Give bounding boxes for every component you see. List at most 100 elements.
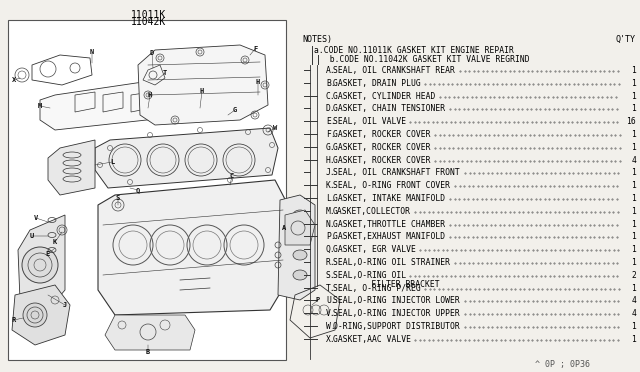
Text: 11011K: 11011K [131,10,166,20]
Text: M.: M. [326,207,336,216]
Text: N: N [90,49,94,55]
Text: SEAL, OIL CRANKSHAFT REAR: SEAL, OIL CRANKSHAFT REAR [333,66,455,75]
Text: 16: 16 [627,117,636,126]
Text: 1: 1 [631,335,636,344]
Text: B: B [146,349,150,355]
Text: 2: 2 [631,271,636,280]
Text: GASKET,THROTTLE CHAMBER: GASKET,THROTTLE CHAMBER [333,219,445,229]
Text: D: D [150,50,154,56]
Text: FILTER BRACKET: FILTER BRACKET [347,280,440,289]
Text: GASKET,COLLECTOR: GASKET,COLLECTOR [333,207,411,216]
Text: GASKET, DRAIN PLUG: GASKET, DRAIN PLUG [333,79,420,88]
Text: 1: 1 [631,105,636,113]
Text: W.: W. [326,322,336,331]
Text: 1: 1 [631,79,636,88]
Text: H: H [148,92,152,98]
Text: 1: 1 [631,169,636,177]
Text: H: H [200,88,204,94]
Ellipse shape [293,250,307,260]
Text: SEAL,O-RING INJECTOR UPPER: SEAL,O-RING INJECTOR UPPER [333,309,460,318]
Text: 1: 1 [631,207,636,216]
Text: 1: 1 [631,194,636,203]
Bar [8,20,286,360]
Text: 4: 4 [631,155,636,164]
Ellipse shape [293,270,307,280]
Text: M: M [38,103,42,109]
Text: 1: 1 [631,219,636,229]
Text: 1: 1 [631,245,636,254]
Circle shape [23,303,47,327]
Text: GASKET, ROCKER COVER: GASKET, ROCKER COVER [333,130,431,139]
Text: K.: K. [326,181,336,190]
Text: Q: Q [136,187,140,193]
Text: SEAL, OIL CRANKSHAFT FRONT: SEAL, OIL CRANKSHAFT FRONT [333,169,460,177]
Polygon shape [278,195,315,300]
Text: GASKET, INTAKE MANIFOLD: GASKET, INTAKE MANIFOLD [333,194,445,203]
Text: SEAL, O-RING P/REG: SEAL, O-RING P/REG [333,283,420,293]
Polygon shape [98,180,288,315]
Text: GASKET, CHAIN TENSIONER: GASKET, CHAIN TENSIONER [333,105,445,113]
Text: U: U [30,233,34,239]
Text: L: L [110,159,114,165]
Text: X: X [12,77,16,83]
Text: R.: R. [326,258,336,267]
Text: 4: 4 [631,309,636,318]
Text: GASKET, EGR VALVE: GASKET, EGR VALVE [333,245,416,254]
Polygon shape [40,78,195,130]
Text: 11042K: 11042K [131,17,166,27]
Text: P: P [316,297,320,303]
Text: V: V [34,215,38,221]
Text: T.: T. [326,283,336,293]
Text: GASKET,EXHAUST MANIFOLD: GASKET,EXHAUST MANIFOLD [333,232,445,241]
Text: W: W [273,125,277,131]
Text: O-RING,SUPPORT DISTRIBUTOR: O-RING,SUPPORT DISTRIBUTOR [333,322,460,331]
Polygon shape [138,45,268,125]
Text: R: R [12,317,16,323]
Text: H: H [256,79,260,85]
Text: ^ 0P ; 0P36: ^ 0P ; 0P36 [535,360,590,369]
Text: SEAL,O-RING OIL: SEAL,O-RING OIL [333,271,406,280]
Text: D.: D. [326,105,336,113]
Text: GASKET, CYLINDER HEAD: GASKET, CYLINDER HEAD [333,92,435,100]
Text: a.CODE NO.11011K GASKET KIT ENGINE REPAIR: a.CODE NO.11011K GASKET KIT ENGINE REPAI… [314,46,514,55]
Text: NOTES): NOTES) [302,35,332,44]
Text: J: J [63,302,67,308]
Text: H.: H. [326,155,336,164]
Text: F: F [253,46,257,52]
Text: A.: A. [326,66,336,75]
Text: S.: S. [326,271,336,280]
Text: 4: 4 [631,296,636,305]
Text: SEAL, O-RING FRONT COVER: SEAL, O-RING FRONT COVER [333,181,450,190]
Text: b.CODE NO.11042K GASKET KIT VALVE REGRIND: b.CODE NO.11042K GASKET KIT VALVE REGRIN… [320,55,530,64]
Text: C.: C. [326,92,336,100]
Text: 1: 1 [631,66,636,75]
Text: V.: V. [326,309,336,318]
Text: G: G [233,107,237,113]
Text: 1: 1 [631,322,636,331]
Text: J.: J. [326,169,336,177]
Ellipse shape [293,230,307,240]
Text: L.: L. [326,194,336,203]
Text: SEAL, OIL VALVE: SEAL, OIL VALVE [333,117,406,126]
Text: 1: 1 [631,181,636,190]
Text: 1: 1 [631,258,636,267]
Text: 1: 1 [631,143,636,152]
Text: E: E [46,251,50,257]
Text: S: S [116,195,120,201]
Ellipse shape [293,210,307,220]
Text: E.: E. [326,117,336,126]
Text: Q.: Q. [326,245,336,254]
Polygon shape [285,210,315,245]
Text: 1: 1 [631,283,636,293]
Polygon shape [18,215,65,310]
Text: SEAL,O-RING OIL STRAINER: SEAL,O-RING OIL STRAINER [333,258,450,267]
Text: F.: F. [326,130,336,139]
Text: P.: P. [326,232,336,241]
Text: 1: 1 [631,130,636,139]
Text: G.: G. [326,143,336,152]
Polygon shape [105,315,195,350]
Text: GASKET,AAC VALVE: GASKET,AAC VALVE [333,335,411,344]
Text: B.: B. [326,79,336,88]
Text: C: C [230,173,234,179]
Text: A: A [282,225,286,231]
